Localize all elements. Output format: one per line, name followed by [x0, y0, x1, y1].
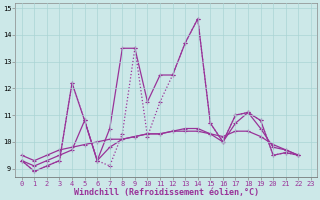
X-axis label: Windchill (Refroidissement éolien,°C): Windchill (Refroidissement éolien,°C)	[74, 188, 259, 197]
